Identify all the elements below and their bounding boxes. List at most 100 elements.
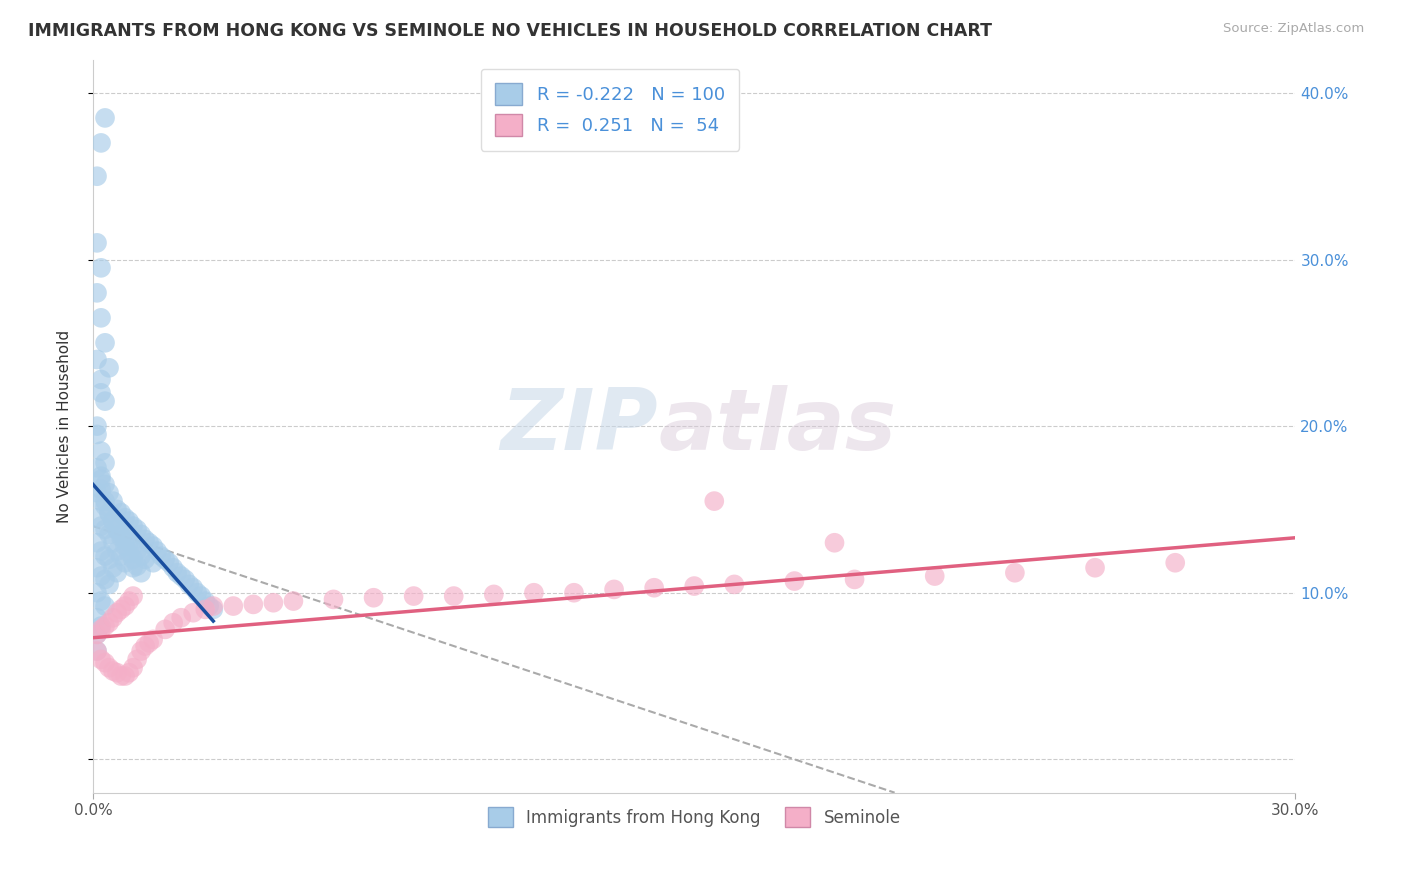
Point [110,527,132,541]
Point [142,632,165,647]
Point [114,599,136,613]
Point [86,585,108,599]
Point [134,552,156,566]
Point [110,602,132,616]
Point [86,627,108,641]
Point [198,599,221,613]
Point [723,577,745,591]
Point [90,385,112,400]
Point [122,661,145,675]
Point [162,615,184,630]
Point [98,661,121,675]
Point [86,627,108,641]
Point [194,594,217,608]
Point [101,611,124,625]
Point [129,644,152,658]
Point [90,544,112,558]
Point [101,560,124,574]
Point [643,581,665,595]
Text: atlas: atlas [658,384,896,467]
Point [114,539,136,553]
Point [94,619,117,633]
Point [683,579,706,593]
Point [363,591,385,605]
Point [122,552,145,566]
Point [138,535,160,549]
Point [122,519,145,533]
Point [86,169,108,184]
Point [105,523,128,537]
Point [1084,560,1107,574]
Point [142,556,165,570]
Point [114,533,136,547]
Point [101,514,124,528]
Point [134,533,156,547]
Point [166,566,188,580]
Point [105,606,128,620]
Point [127,544,149,558]
Point [94,477,117,491]
Point [110,549,132,563]
Point [443,589,465,603]
Point [90,444,112,458]
Point [283,594,305,608]
Point [105,523,128,537]
Point [98,506,121,520]
Point [90,472,112,486]
Text: Source: ZipAtlas.com: Source: ZipAtlas.com [1223,22,1364,36]
Point [94,523,117,537]
Point [114,556,136,570]
Text: ZIP: ZIP [501,384,658,467]
Point [129,566,152,580]
Point [153,552,176,566]
Point [94,111,117,125]
Point [98,577,121,591]
Point [118,535,141,549]
Point [127,652,149,666]
Point [170,611,193,625]
Point [86,535,108,549]
Point [105,566,128,580]
Point [262,596,284,610]
Point [105,544,128,558]
Point [105,665,128,680]
Point [122,539,145,553]
Point [202,599,225,613]
Point [127,559,149,574]
Point [98,360,121,375]
Point [94,335,117,350]
Point [94,599,117,613]
Point [153,623,176,637]
Point [703,494,725,508]
Point [90,469,112,483]
Point [110,506,132,520]
Point [98,485,121,500]
Point [824,535,846,549]
Point [242,598,264,612]
Legend: Immigrants from Hong Kong, Seminole: Immigrants from Hong Kong, Seminole [479,798,910,836]
Point [86,427,108,442]
Point [162,560,184,574]
Point [114,510,136,524]
Point [86,560,108,574]
Point [86,644,108,658]
Point [98,615,121,630]
Point [190,589,212,603]
Point [603,582,626,597]
Y-axis label: No Vehicles in Household: No Vehicles in Household [58,329,72,523]
Point [170,569,193,583]
Point [142,539,165,553]
Point [90,483,112,497]
Point [202,602,225,616]
Text: IMMIGRANTS FROM HONG KONG VS SEMINOLE NO VEHICLES IN HOUSEHOLD CORRELATION CHART: IMMIGRANTS FROM HONG KONG VS SEMINOLE NO… [28,22,993,40]
Point [118,665,141,680]
Point [98,552,121,566]
Point [101,535,124,549]
Point [174,573,197,587]
Point [482,587,505,601]
Point [179,577,201,591]
Point [90,569,112,583]
Point [134,639,156,653]
Point [86,285,108,300]
Point [90,372,112,386]
